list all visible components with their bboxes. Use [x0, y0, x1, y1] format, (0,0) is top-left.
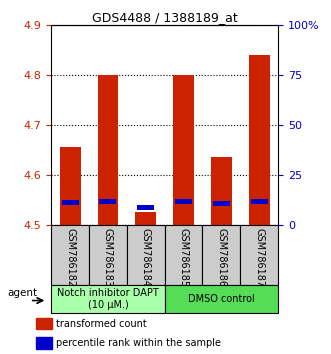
Bar	[60, 147, 80, 225]
Text: percentile rank within the sample: percentile rank within the sample	[56, 338, 221, 348]
Text: transformed count: transformed count	[56, 319, 147, 329]
Bar	[251, 199, 268, 204]
Text: GSM786185: GSM786185	[178, 228, 189, 287]
Bar	[100, 199, 117, 204]
Bar	[249, 55, 269, 225]
Bar	[240, 225, 278, 285]
Bar	[51, 285, 165, 313]
Bar	[98, 75, 118, 225]
Bar	[173, 75, 194, 225]
Bar	[213, 201, 230, 206]
Bar	[137, 205, 154, 210]
Bar	[89, 225, 127, 285]
Text: Notch inhibitor DAPT
(10 μM.): Notch inhibitor DAPT (10 μM.)	[57, 288, 159, 310]
Text: GSM786187: GSM786187	[254, 228, 264, 287]
Bar	[203, 225, 240, 285]
Bar	[165, 285, 278, 313]
Bar	[51, 225, 89, 285]
Text: agent: agent	[8, 288, 38, 298]
Title: GDS4488 / 1388189_at: GDS4488 / 1388189_at	[92, 11, 238, 24]
Text: GSM786184: GSM786184	[141, 228, 151, 287]
Bar	[127, 225, 165, 285]
Bar	[135, 212, 156, 225]
Bar	[36, 318, 52, 329]
Text: DMSO control: DMSO control	[188, 294, 255, 304]
Bar	[211, 157, 232, 225]
Text: GSM786186: GSM786186	[216, 228, 226, 287]
Text: GSM786183: GSM786183	[103, 228, 113, 287]
Text: GSM786182: GSM786182	[65, 228, 75, 287]
Bar	[175, 199, 192, 204]
Bar	[36, 337, 52, 348]
Bar	[165, 225, 203, 285]
Bar	[62, 200, 79, 205]
